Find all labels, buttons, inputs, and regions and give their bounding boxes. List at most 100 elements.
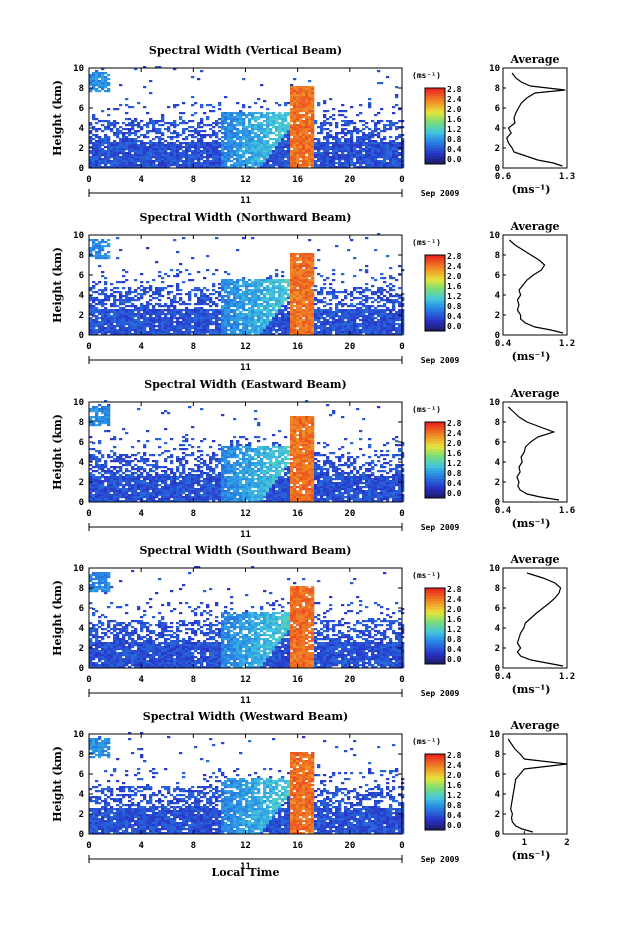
heatmap-cell (107, 315, 111, 318)
heatmap-cell (98, 327, 102, 330)
heatmap-cell (389, 321, 393, 324)
heatmap-cell (302, 311, 306, 314)
heatmap-cell (206, 311, 210, 314)
heatmap-cell (380, 162, 384, 165)
heatmap-cell (110, 327, 114, 330)
heatmap-cell (380, 323, 384, 326)
heatmap-cell (341, 148, 345, 151)
heatmap-cell (89, 313, 93, 316)
heatmap-cell (92, 315, 96, 318)
heatmap-cell (191, 319, 195, 322)
heatmap-cell (305, 104, 309, 107)
heatmap-cell (287, 146, 291, 149)
heatmap-cell (308, 144, 312, 147)
heatmap-cell (278, 148, 282, 151)
heatmap-cell (134, 120, 138, 123)
heatmap-cell (233, 297, 237, 300)
heatmap-cell (227, 124, 231, 127)
heatmap-cell (113, 291, 117, 294)
heatmap-cell (155, 122, 159, 125)
heatmap-cell (296, 106, 300, 109)
heatmap-cell (260, 132, 264, 135)
heatmap-cell (341, 158, 345, 161)
heatmap-cell (92, 126, 96, 129)
heatmap-cell (185, 150, 189, 153)
heatmap-cell (293, 329, 297, 332)
heatmap-cell (302, 259, 306, 262)
heatmap-cell (302, 136, 306, 139)
heatmap-cell (395, 128, 399, 131)
heatmap-cell (233, 331, 237, 334)
heatmap-cell (332, 154, 336, 157)
heatmap-cell (248, 299, 252, 302)
heatmap-cell (230, 319, 234, 322)
heatmap-cell (314, 166, 318, 169)
heatmap-cell (335, 148, 339, 151)
heatmap-cell (356, 136, 360, 139)
heatmap-cell (311, 116, 315, 119)
heatmap-cell (278, 142, 282, 145)
heatmap-cell (170, 162, 174, 165)
heatmap-cell (182, 164, 186, 167)
heatmap-cell (155, 66, 159, 69)
heatmap-cell (227, 150, 231, 153)
heatmap-cell (395, 299, 399, 302)
heatmap-cell (89, 311, 93, 314)
heatmap-cell (371, 156, 375, 159)
heatmap-cell (95, 412, 99, 415)
heatmap-cell (113, 295, 117, 298)
heatmap-cell (380, 317, 384, 320)
heatmap-cell (98, 150, 102, 153)
heatmap-cell (332, 327, 336, 330)
heatmap-cell (296, 134, 300, 137)
heatmap-cell (98, 313, 102, 316)
heatmap-cell (203, 162, 207, 165)
heatmap-cell (290, 263, 294, 266)
heatmap-cell (338, 114, 342, 117)
heatmap-cell (287, 124, 291, 127)
heatmap-cell (140, 152, 144, 155)
heatmap-cell (131, 120, 135, 123)
heatmap-cell (284, 321, 288, 324)
heatmap-cell (341, 313, 345, 316)
heatmap-cell (374, 130, 378, 133)
heatmap-cell (380, 130, 384, 133)
heatmap-cell (143, 319, 147, 322)
heatmap-cell (281, 148, 285, 151)
heatmap-cell (308, 94, 312, 97)
heatmap-cell (137, 102, 141, 105)
colorbar-swatch (425, 96, 445, 100)
heatmap-cell (305, 140, 309, 143)
heatmap-cell (140, 273, 144, 276)
x-tick-label: 0 (86, 342, 91, 352)
heatmap-cell (281, 154, 285, 157)
heatmap-cell (182, 315, 186, 318)
heatmap-cell (215, 327, 219, 330)
colorbar-swatch (425, 268, 445, 272)
heatmap-cell (131, 144, 135, 147)
heatmap-cell (389, 156, 393, 159)
heatmap-cell (143, 333, 147, 336)
heatmap-cell (377, 233, 381, 236)
heatmap-cell (221, 301, 225, 304)
heatmap-cell (299, 130, 303, 133)
heatmap-cell (89, 124, 93, 127)
heatmap-cell (230, 120, 234, 123)
heatmap-cell (353, 126, 357, 129)
heatmap-cell (230, 136, 234, 139)
heatmap-cell (398, 287, 402, 290)
heatmap-cell (119, 319, 123, 322)
heatmap-cell (101, 86, 105, 89)
heatmap-cell (161, 132, 165, 135)
heatmap-cell (305, 327, 309, 330)
heatmap-cell (302, 116, 306, 119)
heatmap-cell (395, 158, 399, 161)
heatmap-cell (134, 158, 138, 161)
heatmap-cell (287, 331, 291, 334)
heatmap-cell (299, 307, 303, 310)
heatmap-cell (284, 309, 288, 312)
heatmap-cell (311, 253, 315, 256)
heatmap-cell (368, 315, 372, 318)
heatmap-cell (341, 315, 345, 318)
heatmap-cell (368, 317, 372, 320)
